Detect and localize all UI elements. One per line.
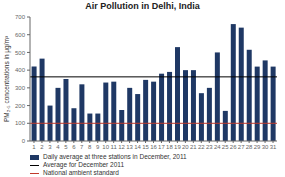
svg-text:13: 13 (126, 144, 133, 150)
svg-text:600: 600 (15, 32, 26, 38)
svg-text:18: 18 (166, 144, 173, 150)
svg-text:PM₂.₅ concentrations in μg/m³: PM₂.₅ concentrations in μg/m³ (8, 35, 11, 122)
svg-text:14: 14 (134, 144, 141, 150)
svg-text:15: 15 (142, 144, 149, 150)
svg-text:7: 7 (80, 144, 84, 150)
svg-text:300: 300 (15, 85, 26, 91)
html-text:Air Pollution in Delhi, India: Air Pollution in Delhi, India (85, 1, 200, 11)
svg-text:21: 21 (190, 144, 197, 150)
svg-text:20: 20 (182, 144, 189, 150)
svg-text:31: 31 (270, 144, 277, 150)
svg-text:700: 700 (15, 14, 26, 20)
svg-text:5: 5 (64, 144, 68, 150)
svg-text:100: 100 (15, 120, 26, 126)
svg-text:10: 10 (102, 144, 109, 150)
svg-text:8: 8 (88, 144, 92, 150)
html-text:Daily average at three station: Daily average at three stations in Decem… (43, 153, 187, 160)
svg-text:4: 4 (56, 144, 60, 150)
svg-text:23: 23 (206, 144, 213, 150)
svg-text:24: 24 (214, 144, 221, 150)
svg-text:400: 400 (15, 67, 26, 73)
svg-text:26: 26 (230, 144, 237, 150)
svg-text:29: 29 (254, 144, 261, 150)
svg-text:12: 12 (118, 144, 125, 150)
svg-text:200: 200 (15, 103, 26, 109)
svg-text:500: 500 (15, 50, 26, 56)
svg-text:22: 22 (198, 144, 205, 150)
svg-text:27: 27 (238, 144, 245, 150)
svg-text:1: 1 (32, 144, 36, 150)
svg-text:28: 28 (246, 144, 253, 150)
svg-text:9: 9 (96, 144, 100, 150)
svg-text:0: 0 (22, 138, 26, 144)
svg-text:3: 3 (48, 144, 52, 150)
svg-text:16: 16 (150, 144, 157, 150)
svg-text:11: 11 (111, 144, 118, 150)
html-text:Average for December 2011: Average for December 2011 (43, 161, 125, 168)
svg-text:30: 30 (262, 144, 269, 150)
svg-text:25: 25 (222, 144, 229, 150)
svg-text:17: 17 (158, 144, 165, 150)
svg-text:19: 19 (174, 144, 181, 150)
svg-text:2: 2 (40, 144, 44, 150)
html-text:National ambient standard: National ambient standard (43, 169, 119, 176)
svg-text:6: 6 (72, 144, 76, 150)
